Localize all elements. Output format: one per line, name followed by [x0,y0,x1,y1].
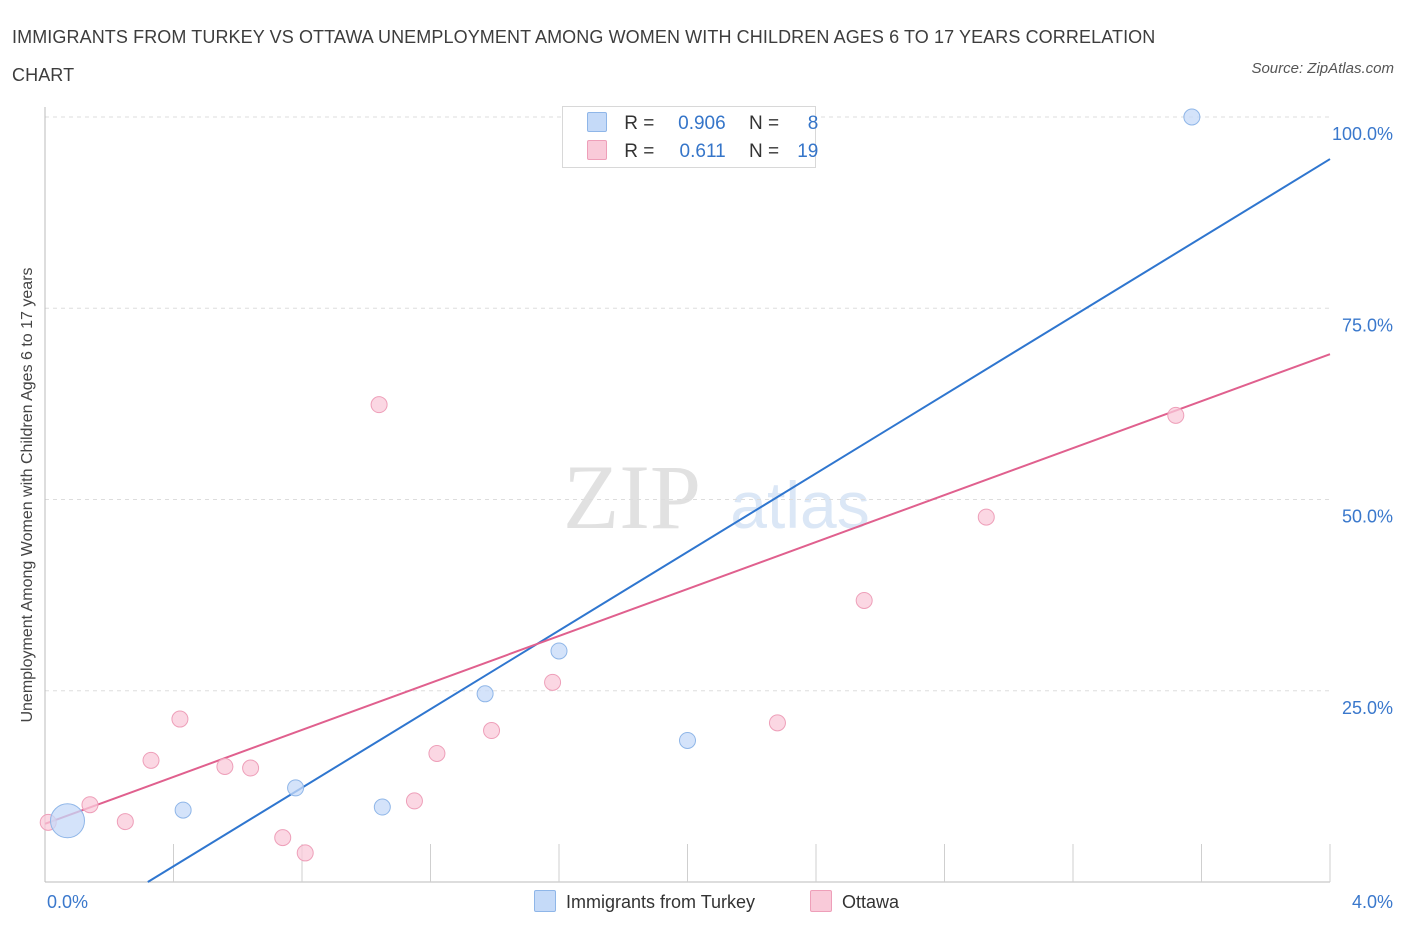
ottawa-point [768,714,786,732]
ottawa-point [483,722,501,740]
ottawa-point [855,591,873,609]
turkey-point [679,731,696,749]
data-points [39,108,1201,862]
ottawa-point [216,757,234,775]
legend-r-value: 0.611 [679,141,726,162]
y-tick-label: 50.0% [1342,507,1393,527]
ottawa-swatch [810,890,832,912]
turkey-trend-line [147,158,1331,883]
turkey-point [1183,108,1201,126]
ottawa-trend-line [44,353,1331,825]
turkey-point [373,798,391,816]
ottawa-point [428,744,446,762]
turkey-point [550,642,568,660]
legend-r-value: 0.906 [678,113,726,134]
y-tick-label: 25.0% [1342,698,1393,718]
legend-n-label: N = [748,141,780,162]
legend-item-ottawa[interactable]: Ottawa [810,889,899,915]
chart-title: IMMIGRANTS FROM TURKEY VS OTTAWA UNEMPLO… [12,27,1156,85]
series-legend: Immigrants from Turkey Ottawa [0,889,1406,915]
legend-r-label: R = [624,113,655,134]
legend-row-ottawa: R = 0.611 N = 19 [587,140,818,164]
turkey-point [476,685,494,703]
ottawa-point [116,813,134,831]
turkey-swatch [534,890,556,912]
legend-label-turkey: Immigrants from Turkey [566,892,756,912]
legend-r-label: R = [624,141,655,162]
legend-n-label: N = [748,113,780,134]
ottawa-swatch [587,140,607,160]
ottawa-point [296,844,314,862]
source-label: Source: ZipAtlas.com [1251,60,1394,77]
tick-labels: 100.0% 75.0% 50.0% 25.0% 0.0% 4.0% [47,124,1393,912]
ottawa-point [242,759,260,777]
ottawa-point [274,829,292,847]
axes [44,107,1331,883]
ottawa-point [405,792,423,810]
watermark: ZIP atlas [563,446,870,548]
ottawa-point [370,396,388,414]
x-tick-label: 0.0% [47,892,88,912]
legend-n-value: 19 [797,141,819,162]
turkey-point [49,803,85,839]
ottawa-point [544,673,562,691]
correlation-legend: R = 0.906 N = 8 R = 0.611 N = 19 [562,106,818,168]
trend-lines [44,158,1331,883]
legend-label-ottawa: Ottawa [842,892,900,912]
x-tick-label: 4.0% [1352,892,1393,912]
legend-row-turkey: R = 0.906 N = 8 [587,112,818,136]
y-tick-label: 100.0% [1332,124,1393,144]
ottawa-point [1167,406,1185,424]
gridlines [45,116,1330,692]
watermark-zip: ZIP [563,446,701,548]
turkey-swatch [587,112,607,132]
legend-item-turkey[interactable]: Immigrants from Turkey [534,889,755,915]
ottawa-point [171,710,189,728]
legend-n-value: 8 [807,113,819,134]
ottawa-point [81,796,99,814]
ottawa-point [977,508,995,526]
turkey-point [174,801,192,819]
turkey-point [287,779,305,797]
ottawa-point [142,751,160,769]
y-tick-label: 75.0% [1342,315,1393,335]
watermark-atlas: atlas [730,468,869,542]
